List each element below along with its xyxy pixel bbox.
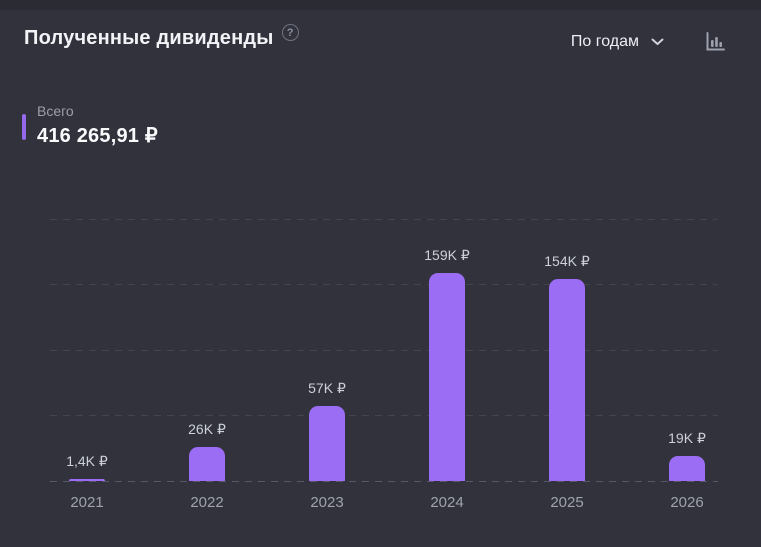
- bar-chart-icon[interactable]: [704, 31, 726, 53]
- chart-columns: 1,4K ₽2021 26K ₽2022 57K ₽2023 159K ₽2024 15…: [27, 219, 747, 511]
- gridlines: [50, 218, 718, 482]
- gridline: [50, 349, 718, 351]
- x-axis-label: 2022: [190, 494, 224, 511]
- x-axis-label: 2023: [310, 494, 344, 511]
- total-accent-bar: [22, 114, 26, 140]
- bar[interactable]: [429, 272, 465, 481]
- x-axis-label: 2021: [70, 494, 104, 511]
- bar-value-label: 154K ₽: [544, 253, 590, 270]
- header-controls: По годам: [571, 31, 726, 53]
- total-block: Всего 416 265,91 ₽: [22, 103, 158, 148]
- x-axis-label: 2025: [550, 494, 584, 511]
- bar-value-label: 159K ₽: [424, 246, 470, 263]
- chart-column-2024[interactable]: 159K ₽ 2024: [387, 219, 507, 511]
- x-axis-baseline: [50, 480, 718, 482]
- gridline: [50, 218, 718, 220]
- bar-value-label: 26K ₽: [188, 420, 226, 437]
- x-axis-label: 2026: [670, 494, 704, 511]
- chart-column-2025[interactable]: 154K ₽ 2025: [507, 219, 627, 511]
- total-label: Всего: [37, 103, 74, 119]
- gridline: [50, 415, 718, 416]
- total-value: 416 265,91 ₽: [37, 125, 158, 147]
- chart-column-2023[interactable]: 57K ₽ 2023: [267, 219, 387, 511]
- gridline: [50, 284, 718, 285]
- chart-column-2022[interactable]: 26K ₽ 2022: [147, 219, 267, 511]
- help-icon[interactable]: ?: [281, 24, 299, 41]
- chart-column-2026[interactable]: 19K ₽ 2026: [627, 219, 747, 511]
- group-by-select[interactable]: По годам: [571, 33, 664, 51]
- chart-column-2021[interactable]: 1,4K ₽ 2021: [27, 219, 147, 511]
- bar[interactable]: [309, 406, 345, 481]
- page-background-strip: [0, 0, 761, 10]
- group-by-select-value: По годам: [570, 33, 639, 50]
- page-title: Полученные дивиденды: [24, 27, 274, 49]
- bar-value-label: 19K ₽: [668, 430, 706, 447]
- bar-chart: 1,4K ₽2021 26K ₽2022 57K ₽2023 159K ₽2024 15…: [27, 218, 747, 511]
- bar-value-label: 57K ₽: [308, 380, 346, 397]
- chevron-down-icon: [651, 38, 664, 46]
- bar-value-label: 1,4K ₽: [66, 453, 108, 470]
- bar[interactable]: [549, 279, 585, 481]
- bar[interactable]: [669, 456, 705, 481]
- x-axis-label: 2024: [430, 494, 464, 511]
- bar[interactable]: [69, 479, 105, 481]
- bar[interactable]: [189, 446, 225, 481]
- header: Полученные дивиденды ?: [24, 24, 299, 50]
